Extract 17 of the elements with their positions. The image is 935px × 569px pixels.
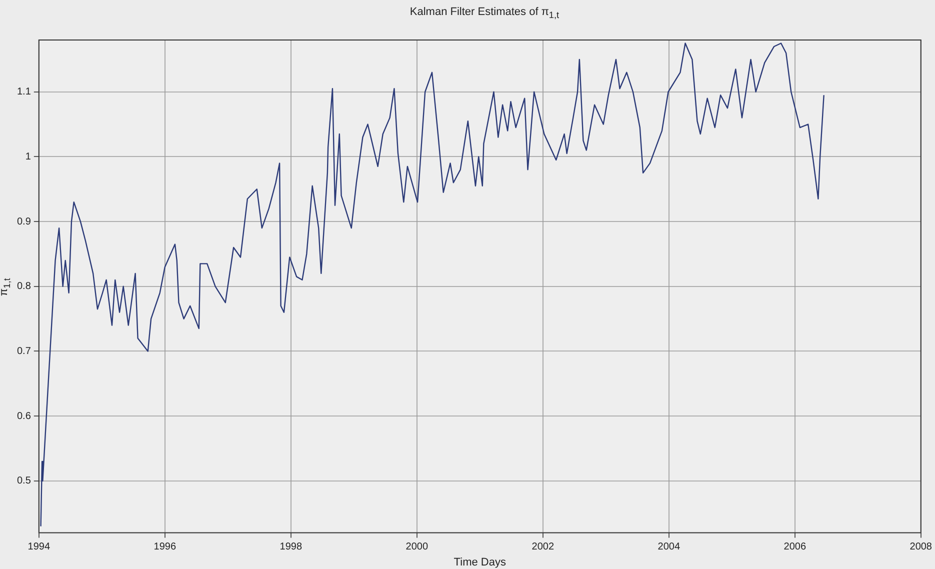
- x-tick-label: 1994: [28, 542, 50, 553]
- x-tick-label: 1998: [280, 542, 302, 553]
- x-tick-label: 2000: [406, 542, 428, 553]
- y-tick-label: 0.7: [16, 346, 32, 357]
- y-tick-label: 0.9: [16, 216, 32, 228]
- y-tick-label: 0.5: [16, 476, 32, 487]
- chart-title: Kalman Filter Estimates of π$_{1,t}$: [408, 6, 560, 20]
- x-tick-label: 2006: [784, 542, 806, 553]
- y-tick-label: 0.8: [16, 281, 32, 292]
- x-tick-label: 2002: [532, 542, 554, 553]
- x-axis-title: Time Days: [454, 556, 506, 568]
- x-tick-label: 2008: [910, 542, 932, 553]
- y-tick-label: 1: [25, 151, 32, 162]
- x-tick-label: 2004: [658, 542, 680, 553]
- y-tick-label: 0.6: [16, 410, 32, 422]
- y-tick-label: 1.1: [16, 86, 32, 98]
- x-tick-label: 1996: [154, 542, 176, 553]
